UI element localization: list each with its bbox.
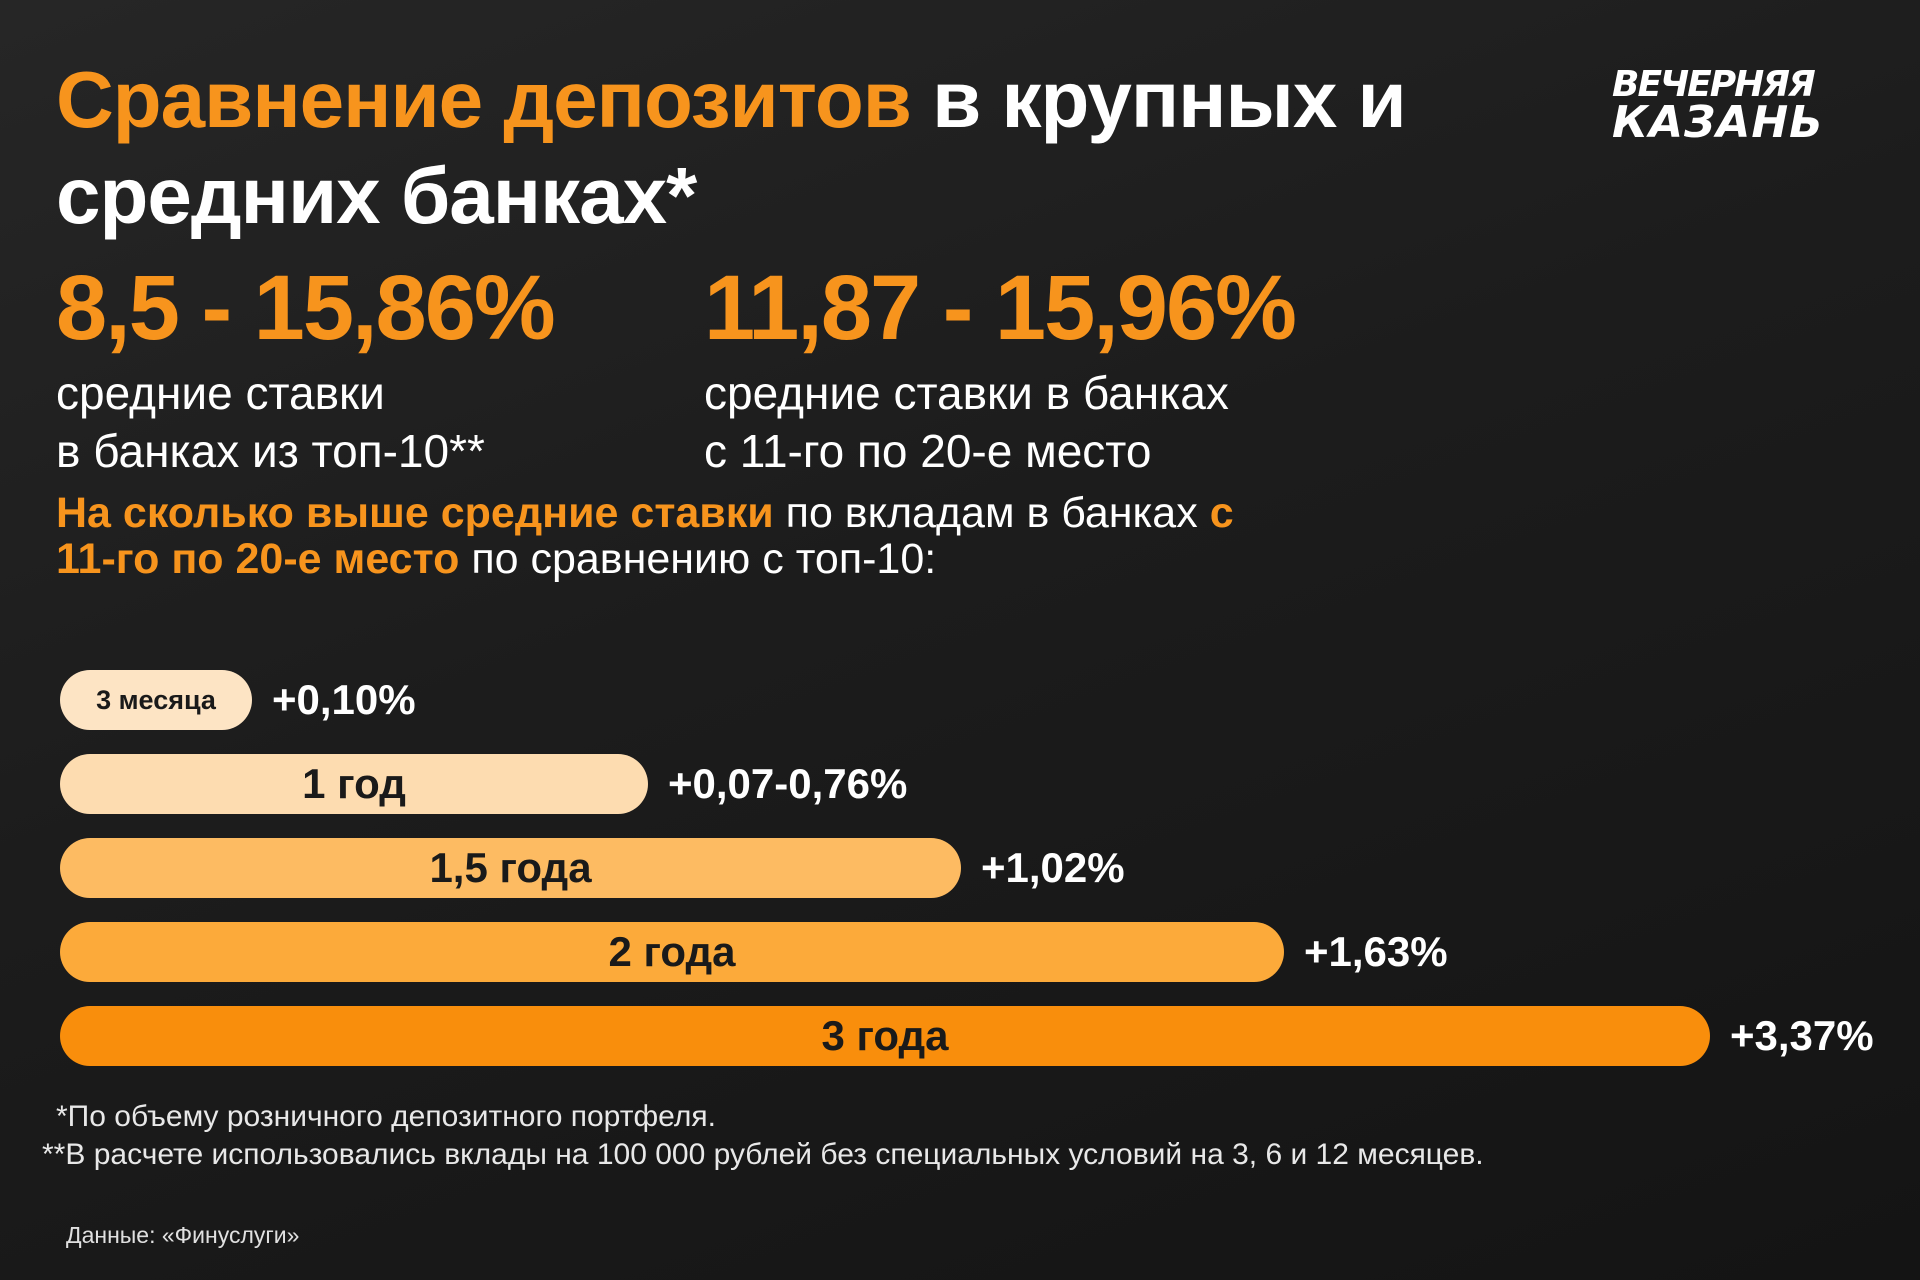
footnote-1: *По объему розничного депозитного портфе… bbox=[56, 1100, 716, 1133]
bar-value-label: +3,37% bbox=[1730, 1012, 1874, 1059]
bar-value-label: +1,02% bbox=[981, 844, 1125, 891]
bar: 2 года bbox=[60, 922, 1284, 982]
question-text-1: по вкладам в банках bbox=[785, 489, 1198, 537]
stat-11-20-value: 11,87 - 15,96% bbox=[704, 257, 1297, 359]
page-title: Сравнение депозитов в крупных и средних … bbox=[56, 52, 1556, 244]
chart-question: На сколько выше средние ставки по вклада… bbox=[56, 490, 1236, 582]
logo-line-1: ВЕЧЕРНЯЯ bbox=[1612, 64, 1816, 105]
stat-11-20-desc-line-2: с 11-го по 20-е место bbox=[704, 425, 1152, 477]
bar-value-label: +0,07-0,76% bbox=[668, 760, 908, 807]
stat-top10-desc: средние ставки в банках из топ-10** bbox=[56, 364, 676, 480]
footnotes: *По объему розничного депозитного портфе… bbox=[42, 1098, 1856, 1174]
bar: 3 месяца bbox=[60, 670, 252, 730]
stat-11-20-desc-line-1: средние ставки в банках bbox=[704, 367, 1229, 419]
question-highlight-1: На сколько выше средние ставки bbox=[56, 489, 774, 537]
logo-line-2: КАЗАНЬ bbox=[1612, 97, 1824, 148]
stat-top10: 8,5 - 15,86% средние ставки в банках из … bbox=[56, 258, 676, 480]
bar: 1 год bbox=[60, 754, 648, 814]
brand-logo: ВЕЧЕРНЯЯ КАЗАНЬ bbox=[1612, 66, 1844, 150]
stat-top10-desc-line-2: в банках из топ-10** bbox=[56, 425, 485, 477]
title-highlight: Сравнение депозитов bbox=[56, 55, 912, 144]
bar: 3 года bbox=[60, 1006, 1710, 1066]
footnote-2: **В расчете использовались вклады на 100… bbox=[42, 1138, 1484, 1171]
bar: 1,5 года bbox=[60, 838, 961, 898]
stat-11-20: 11,87 - 15,96% средние ставки в банках с… bbox=[704, 258, 1404, 480]
question-highlight-2: с 11-го по 20-е место bbox=[56, 489, 1234, 583]
stat-top10-value: 8,5 - 15,86% bbox=[56, 257, 556, 359]
question-text-2: по сравнению с топ-10: bbox=[471, 535, 937, 583]
stat-top10-desc-line-1: средние ставки bbox=[56, 367, 385, 419]
title-rest: в крупных и средних банках* bbox=[56, 55, 1407, 240]
stat-11-20-desc: средние ставки в банках с 11-го по 20-е … bbox=[704, 364, 1404, 480]
bar-value-label: +1,63% bbox=[1304, 928, 1448, 975]
data-source: Данные: «Финуслуги» bbox=[66, 1222, 300, 1248]
bar-value-label: +0,10% bbox=[272, 676, 416, 723]
